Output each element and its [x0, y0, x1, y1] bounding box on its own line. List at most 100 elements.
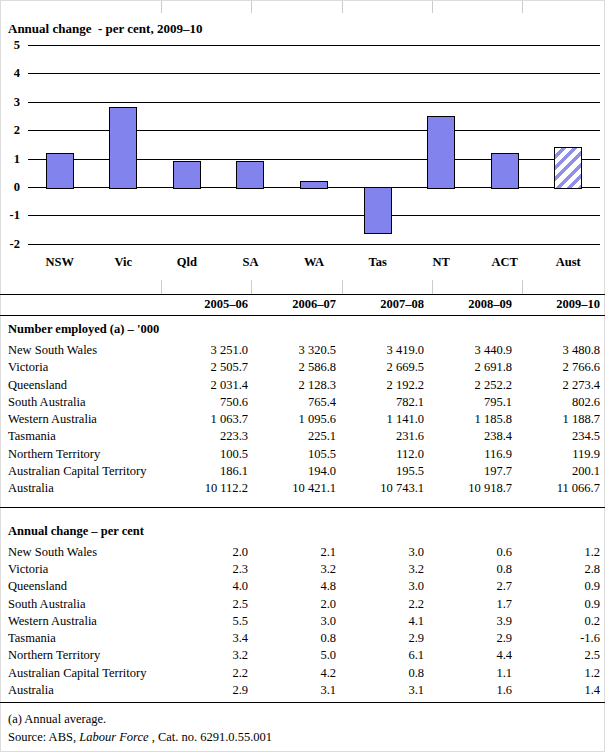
table-row: Victoria2.33.23.20.82.8 [0, 561, 605, 578]
table-row: Queensland4.04.83.02.70.9 [0, 578, 605, 595]
table-row: Australia2.93.13.11.61.4 [0, 682, 605, 703]
cell-value: 1 185.8 [429, 411, 517, 428]
table-row: Western Australia5.53.04.13.90.2 [0, 613, 605, 630]
cell-value: 1.7 [429, 596, 517, 613]
cell-value: 3.9 [429, 613, 517, 630]
row-label: Tasmania [0, 428, 165, 445]
row-label: New South Wales [0, 544, 165, 561]
cell-value: 200.1 [517, 463, 605, 480]
cell-value: 4.0 [165, 578, 253, 595]
employment-table-body: 2005–062006–072007–082008–092009–10Numbe… [0, 295, 605, 703]
row-label: Northern Territory [0, 446, 165, 463]
cell-value: 186.1 [165, 463, 253, 480]
cell-value: 6.1 [341, 647, 429, 664]
table-row: Australian Capital Territory186.1194.019… [0, 463, 605, 480]
chart-title: Annual change - per cent, 2009–10 [8, 21, 605, 36]
chart-bar [491, 153, 519, 189]
table-row: Western Australia1 063.71 095.61 141.01 … [0, 411, 605, 428]
grid-tick [161, 280, 162, 294]
cell-value: 3.4 [165, 630, 253, 647]
y-axis-tick-label: 4 [0, 65, 20, 81]
table-row: Queensland2 031.42 128.32 192.22 252.22 … [0, 377, 605, 394]
table-row: Australian Capital Territory2.24.20.81.1… [0, 665, 605, 682]
source-line: Source: ABS, Labour Force , Cat. no. 629… [8, 728, 605, 746]
row-label: Australia [0, 480, 165, 507]
row-label: Queensland [0, 578, 165, 595]
cell-value: 2 273.4 [517, 377, 605, 394]
x-axis-label: NT [409, 254, 473, 270]
cell-value: 195.5 [341, 463, 429, 480]
row-label: Australian Capital Territory [0, 665, 165, 682]
cell-value: 2 505.7 [165, 359, 253, 376]
row-label: Western Australia [0, 411, 165, 428]
row-label: Australian Capital Territory [0, 463, 165, 480]
cell-value: 2.2 [165, 665, 253, 682]
x-axis-labels: NSWVicQldSAWATasNTACTAust [28, 254, 600, 270]
cell-value: 223.3 [165, 428, 253, 445]
row-label: Western Australia [0, 613, 165, 630]
cell-value: 2 766.6 [517, 359, 605, 376]
chart-bar-slot [92, 45, 156, 245]
chart-bar-slot [473, 45, 537, 245]
cell-value: 3.1 [253, 682, 341, 703]
row-label: Northern Territory [0, 647, 165, 664]
source-publication: Labour Force [79, 730, 148, 744]
x-axis-label: ACT [473, 254, 537, 270]
cell-value: 0.8 [253, 630, 341, 647]
chart-bar [364, 187, 392, 234]
section-title-row: Annual change – per cent [0, 507, 605, 544]
chart-bar-hatched [554, 147, 582, 189]
y-axis-tick-label: 0 [0, 179, 20, 195]
grid-tick [161, 1, 162, 13]
table-row: Australia10 112.210 421.110 743.110 918.… [0, 480, 605, 507]
chart-bar [427, 116, 455, 189]
cell-value: 3 419.0 [341, 342, 429, 359]
cell-value: 765.4 [253, 394, 341, 411]
cell-value: 1.2 [517, 665, 605, 682]
cell-value: 0.6 [429, 544, 517, 561]
row-label: Tasmania [0, 630, 165, 647]
cell-value: 0.9 [517, 596, 605, 613]
chart-bar-slot [537, 45, 601, 245]
grid-tick [251, 280, 252, 294]
y-axis-tick-label: -2 [0, 236, 20, 252]
cell-value: 1 063.7 [165, 411, 253, 428]
y-axis-tick-label: -1 [0, 207, 20, 223]
cell-value: 1.1 [429, 665, 517, 682]
chart-bar-slot [282, 45, 346, 245]
column-header: 2006–07 [253, 295, 341, 316]
cell-value: 3.0 [341, 544, 429, 561]
cell-value: 4.8 [253, 578, 341, 595]
footnote: (a) Annual average. [8, 710, 605, 728]
table-header-row: 2005–062006–072007–082008–092009–10 [0, 295, 605, 316]
cell-value: 2 586.8 [253, 359, 341, 376]
grid-tick [432, 280, 433, 294]
x-axis-label: Vic [92, 254, 156, 270]
cell-value: 2.5 [165, 596, 253, 613]
cell-value: 750.6 [165, 394, 253, 411]
cell-value: 225.1 [253, 428, 341, 445]
cell-value: 2.2 [341, 596, 429, 613]
cell-value: 2 192.2 [341, 377, 429, 394]
cell-value: 10 743.1 [341, 480, 429, 507]
cell-value: 1.4 [517, 682, 605, 703]
x-axis-label: WA [282, 254, 346, 270]
cell-value: 2 669.5 [341, 359, 429, 376]
table-row: Northern Territory3.25.06.14.42.5 [0, 647, 605, 664]
column-header: 2008–09 [429, 295, 517, 316]
cell-value: 1 188.7 [517, 411, 605, 428]
row-label: South Australia [0, 394, 165, 411]
grid-tick [342, 280, 343, 294]
cell-value: 3 320.5 [253, 342, 341, 359]
cell-value: -1.6 [517, 630, 605, 647]
cell-value: 4.4 [429, 647, 517, 664]
chart-bars [28, 45, 600, 245]
chart-bar-slot [219, 45, 283, 245]
cell-value: 1 141.0 [341, 411, 429, 428]
cell-value: 2.0 [253, 596, 341, 613]
x-axis-label: NSW [28, 254, 92, 270]
cell-value: 3.2 [253, 561, 341, 578]
cell-value: 5.5 [165, 613, 253, 630]
chart-bar [109, 107, 137, 189]
x-axis-label: SA [219, 254, 283, 270]
